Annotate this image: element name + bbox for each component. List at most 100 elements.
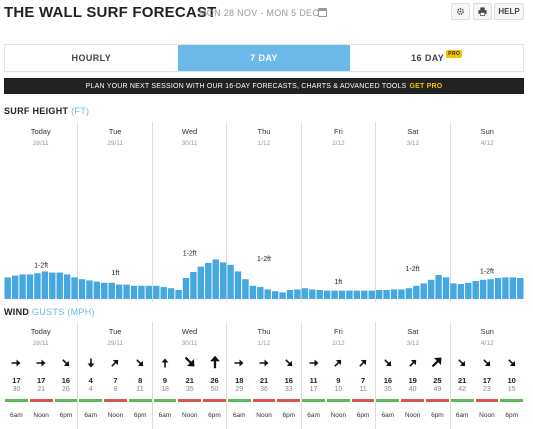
wind-direction-arrow-icon bbox=[234, 359, 244, 367]
wind-arrow-cell bbox=[301, 355, 326, 374]
print-button[interactable] bbox=[473, 3, 492, 20]
tab-hourly[interactable]: HOURLY bbox=[5, 45, 178, 71]
wind-speed: 26 bbox=[210, 376, 219, 385]
tab-7-day[interactable]: 7 DAY bbox=[177, 45, 351, 71]
wind-speed: 11 bbox=[309, 376, 318, 385]
wind-arrow-cell bbox=[450, 355, 475, 374]
time-color-segment bbox=[79, 399, 103, 402]
day-date: 2/12 bbox=[332, 140, 345, 147]
wind-day-column: Wed 30/11 bbox=[151, 322, 226, 429]
wind-day-column: Sat 3/12 bbox=[375, 322, 449, 429]
day-date: 30/11 bbox=[181, 140, 198, 147]
wind-arrow-cell bbox=[54, 355, 79, 374]
wind-speed: 16 bbox=[61, 376, 71, 385]
day-date: 3/12 bbox=[406, 340, 420, 347]
wind-gust: 30 bbox=[12, 386, 21, 393]
wind-gust: 40 bbox=[408, 386, 417, 393]
wind-speed: 25 bbox=[433, 376, 442, 385]
time-label: 6am bbox=[10, 412, 23, 419]
wind-label: WIND bbox=[4, 307, 30, 317]
wind-arrow-cell bbox=[227, 355, 252, 374]
time-color-segment bbox=[500, 399, 524, 402]
day-name: Fri bbox=[334, 127, 343, 136]
day-date: 4/12 bbox=[480, 340, 494, 347]
wind-gust: 36 bbox=[260, 386, 268, 393]
day-date: 29/11 bbox=[107, 340, 124, 347]
time-color-segment bbox=[302, 399, 325, 402]
wind-gust: 15 bbox=[507, 386, 516, 393]
time-color-segment bbox=[5, 399, 28, 402]
wind-speed: 8 bbox=[138, 376, 143, 385]
wind-direction-arrow-icon bbox=[136, 359, 144, 367]
day-name: Thu bbox=[257, 327, 271, 336]
time-label: 6am bbox=[307, 412, 320, 419]
wind-direction-arrow-icon bbox=[209, 355, 220, 369]
wind-speed: 17 bbox=[36, 376, 46, 385]
time-label: 6pm bbox=[431, 412, 444, 419]
time-color-segment bbox=[128, 399, 152, 402]
time-color-segment bbox=[178, 399, 202, 402]
time-label: 6pm bbox=[59, 412, 73, 419]
day-date: 29/11 bbox=[107, 140, 124, 147]
wind-arrow-cell bbox=[499, 355, 524, 374]
wind-gust: 11 bbox=[359, 386, 367, 393]
tab-label: HOURLY bbox=[71, 53, 112, 63]
time-color-segment bbox=[252, 399, 276, 402]
wind-direction-arrow-icon bbox=[184, 356, 195, 367]
settings-button[interactable] bbox=[451, 3, 470, 20]
wind-direction-arrow-icon bbox=[87, 358, 95, 368]
wind-gust: 35 bbox=[383, 386, 392, 393]
wind-unit: GUSTS (MPH) bbox=[32, 307, 95, 317]
day-date: 4/12 bbox=[480, 140, 494, 147]
help-button[interactable]: HELP bbox=[494, 3, 524, 20]
day-date: 1/12 bbox=[257, 140, 271, 147]
time-label: 6am bbox=[232, 412, 246, 419]
time-color-segment bbox=[351, 399, 375, 402]
wind-gust: 11 bbox=[136, 386, 144, 393]
time-label: 6am bbox=[158, 412, 172, 419]
surf-day-column: Thu 1/12 bbox=[226, 122, 300, 302]
time-label: Noon bbox=[330, 412, 347, 419]
upgrade-banner[interactable]: PLAN YOUR NEXT SESSION WITH OUR 16-DAY F… bbox=[4, 78, 524, 94]
wind-arrow-cell bbox=[475, 355, 500, 374]
wind-speed: 4 bbox=[88, 376, 93, 385]
wind-direction-arrow-icon bbox=[483, 359, 491, 367]
surf-label: SURF HEIGHT bbox=[4, 106, 69, 116]
wind-arrow-cell bbox=[177, 355, 202, 374]
day-date: 28/11 bbox=[32, 340, 49, 347]
surf-day-column: Tue 29/11 bbox=[77, 122, 151, 302]
get-pro-link[interactable]: GET PRO bbox=[409, 82, 443, 90]
wind-speed-row: 17 17 16 4 7 8 9 21 26 18 21 16 11 9 7 16 19 25 21 17 10 bbox=[4, 376, 524, 385]
wind-gust: 18 bbox=[161, 386, 169, 393]
wind-arrow-cell bbox=[103, 355, 128, 374]
wind-gust: 21 bbox=[37, 386, 46, 393]
surf-day-column: Sat 3/12 bbox=[375, 122, 449, 302]
time-color-segment bbox=[153, 399, 177, 402]
time-label: 6pm bbox=[505, 412, 519, 419]
time-label: Noon bbox=[107, 412, 124, 419]
day-name: Sat bbox=[407, 327, 419, 336]
wind-label-row: WIND GUSTS (MPH) bbox=[4, 307, 95, 317]
tab-16-day[interactable]: 16 DAY PRO bbox=[350, 45, 523, 71]
wind-gust: 49 bbox=[433, 386, 442, 393]
wind-arrow-cell bbox=[425, 355, 450, 374]
time-color-segment bbox=[227, 399, 251, 402]
day-date: 1/12 bbox=[257, 340, 271, 347]
time-color-segment bbox=[401, 399, 425, 402]
day-name: Sat bbox=[407, 127, 419, 136]
day-name: Today bbox=[30, 327, 51, 336]
printer-icon bbox=[478, 7, 487, 16]
date-range: MON 28 NOV - MON 5 DEC bbox=[199, 8, 320, 18]
calendar-icon[interactable] bbox=[318, 8, 327, 17]
wind-gust: 50 bbox=[210, 386, 219, 393]
wind-speed: 21 bbox=[185, 376, 194, 385]
wind-arrow-cell bbox=[78, 355, 103, 374]
banner-text: PLAN YOUR NEXT SESSION WITH OUR 16-DAY F… bbox=[85, 82, 407, 90]
wind-direction-arrow-icon bbox=[285, 359, 292, 367]
wind-gust: 23 bbox=[483, 386, 491, 393]
day-name: Today bbox=[30, 127, 51, 136]
wind-speed: 17 bbox=[12, 376, 21, 385]
wind-arrow-row bbox=[4, 355, 524, 374]
wind-direction-arrow-icon bbox=[161, 358, 169, 368]
time-label: 6am bbox=[84, 412, 97, 419]
